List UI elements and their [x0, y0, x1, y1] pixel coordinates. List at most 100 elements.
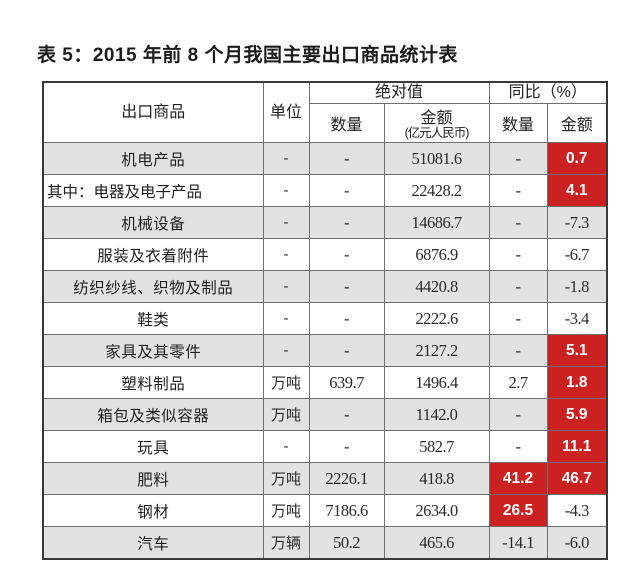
commodity-name: 箱包及类似容器 [42, 398, 264, 431]
unit-cell: - [262, 238, 310, 271]
quantity-cell: 7186.6 [308, 494, 385, 527]
yoy-amount-cell: 11.1 [546, 430, 608, 463]
quantity-cell: - [308, 302, 385, 335]
amount-cell: 1142.0 [383, 398, 490, 431]
table-row: 玩具 - - 582.7 - 11.1 [42, 430, 608, 463]
amount-cell: 1496.4 [383, 366, 490, 399]
table-body: 机电产品 - - 51081.6 - 0.7 其中：电器及电子产品 - - 22… [42, 142, 608, 560]
commodity-name: 塑料制品 [42, 366, 264, 399]
amount-cell: 582.7 [383, 430, 490, 463]
amount-cell: 14686.7 [383, 206, 490, 239]
amount-cell: 2127.2 [383, 334, 490, 367]
table-row: 机械设备 - - 14686.7 - -7.3 [42, 206, 608, 239]
header-sub-row: 数量 金额 (亿元人民币) 数量 金额 [43, 103, 608, 143]
unit-cell: - [262, 174, 310, 207]
yoy-amount-cell: 4.1 [546, 174, 608, 207]
commodity-name: 玩具 [42, 430, 264, 463]
yoy-quantity-cell: 26.5 [488, 494, 548, 527]
commodity-name: 纺织纱线、织物及制品 [42, 270, 264, 303]
yoy-quantity-cell: - [488, 174, 548, 207]
quantity-cell: - [308, 270, 385, 303]
commodity-name: 服装及衣着附件 [42, 238, 264, 271]
commodity-name: 肥料 [42, 462, 264, 495]
page-title: 表 5：2015 年前 8 个月我国主要出口商品统计表 [37, 45, 459, 66]
table-row: 机电产品 - - 51081.6 - 0.7 [42, 142, 608, 175]
commodity-name: 家具及其零件 [42, 334, 264, 367]
yoy-quantity-cell: -14.1 [488, 526, 548, 560]
amount-cell: 51081.6 [383, 142, 490, 175]
header-group-row: 出口商品 单位 绝对值 同比（%） [42, 81, 608, 143]
yoy-amount-cell: 0.7 [546, 142, 608, 175]
yoy-amount-cell: 1.8 [546, 366, 608, 399]
header-commodity: 出口商品 [42, 81, 264, 143]
yoy-quantity-cell: - [488, 238, 548, 271]
yoy-amount-cell: -1.8 [546, 270, 608, 303]
commodity-name: 机电产品 [42, 142, 264, 175]
header-yoy-quantity: 数量 [488, 103, 548, 143]
unit-cell: - [262, 270, 310, 303]
table-row: 其中：电器及电子产品 - - 22428.2 - 4.1 [42, 174, 608, 207]
quantity-cell: - [308, 238, 385, 271]
unit-cell: - [262, 302, 310, 335]
quantity-cell: - [308, 142, 385, 175]
commodity-name: 机械设备 [42, 206, 264, 239]
commodity-name: 其中：电器及电子产品 [42, 174, 264, 207]
amount-cell: 465.6 [383, 526, 490, 560]
amount-cell: 2222.6 [383, 302, 490, 335]
table-row: 钢材 万吨 7186.6 2634.0 26.5 -4.3 [42, 494, 608, 527]
amount-cell: 418.8 [383, 462, 490, 495]
unit-cell: - [262, 430, 310, 463]
quantity-cell: - [308, 206, 385, 239]
yoy-quantity-cell: 2.7 [488, 366, 548, 399]
header-yoy-amount: 金额 [546, 103, 608, 143]
quantity-cell: 639.7 [308, 366, 385, 399]
commodity-name: 钢材 [42, 494, 264, 527]
yoy-amount-cell: -3.4 [546, 302, 608, 335]
yoy-quantity-cell: - [488, 398, 548, 431]
amount-cell: 6876.9 [383, 238, 490, 271]
quantity-cell: - [308, 174, 385, 207]
commodity-name: 汽车 [42, 526, 264, 560]
yoy-amount-cell: -6.7 [546, 238, 608, 271]
table-row: 纺织纱线、织物及制品 - - 4420.8 - -1.8 [42, 270, 608, 303]
yoy-amount-cell: 5.1 [546, 334, 608, 367]
quantity-cell: - [308, 430, 385, 463]
unit-cell: 万吨 [262, 462, 310, 495]
amount-cell: 22428.2 [383, 174, 490, 207]
header-absolute-group: 绝对值 [308, 81, 490, 104]
table-row: 鞋类 - - 2222.6 - -3.4 [42, 302, 608, 335]
quantity-cell: 50.2 [308, 526, 385, 560]
export-statistics-table: 出口商品 单位 绝对值 同比（%） 数量 金额 (亿元人民币) 数量 金额 机电… [42, 81, 609, 560]
table-row: 汽车 万辆 50.2 465.6 -14.1 -6.0 [42, 526, 608, 560]
header-yoy-group: 同比（%） [488, 81, 608, 104]
table-row: 塑料制品 万吨 639.7 1496.4 2.7 1.8 [42, 366, 608, 399]
yoy-amount-cell: -6.0 [546, 526, 608, 560]
table-row: 服装及衣着附件 - - 6876.9 - -6.7 [42, 238, 608, 271]
amount-cell: 2634.0 [383, 494, 490, 527]
unit-cell: - [262, 206, 310, 239]
quantity-cell: - [308, 334, 385, 367]
yoy-quantity-cell: - [488, 206, 548, 239]
unit-cell: 万吨 [262, 398, 310, 431]
yoy-quantity-cell: - [488, 334, 548, 367]
unit-cell: - [262, 142, 310, 175]
commodity-name: 鞋类 [42, 302, 264, 335]
quantity-cell: - [308, 398, 385, 431]
header-unit: 单位 [262, 81, 310, 143]
table-row: 肥料 万吨 2226.1 418.8 41.2 46.7 [42, 462, 608, 495]
table-header: 出口商品 单位 绝对值 同比（%） 数量 金额 (亿元人民币) 数量 金额 [42, 81, 608, 143]
header-abs-amount-note: (亿元人民币) [404, 125, 470, 140]
yoy-quantity-cell: 41.2 [488, 462, 548, 495]
yoy-quantity-cell: - [488, 142, 548, 175]
quantity-cell: 2226.1 [308, 462, 385, 495]
header-abs-amount: 金额 (亿元人民币) [383, 103, 490, 143]
yoy-quantity-cell: - [488, 270, 548, 303]
unit-cell: 万吨 [262, 366, 310, 399]
unit-cell: 万辆 [262, 526, 310, 560]
yoy-amount-cell: 5.9 [546, 398, 608, 431]
yoy-amount-cell: 46.7 [546, 462, 608, 495]
yoy-quantity-cell: - [488, 430, 548, 463]
header-abs-quantity: 数量 [308, 103, 385, 143]
yoy-quantity-cell: - [488, 302, 548, 335]
